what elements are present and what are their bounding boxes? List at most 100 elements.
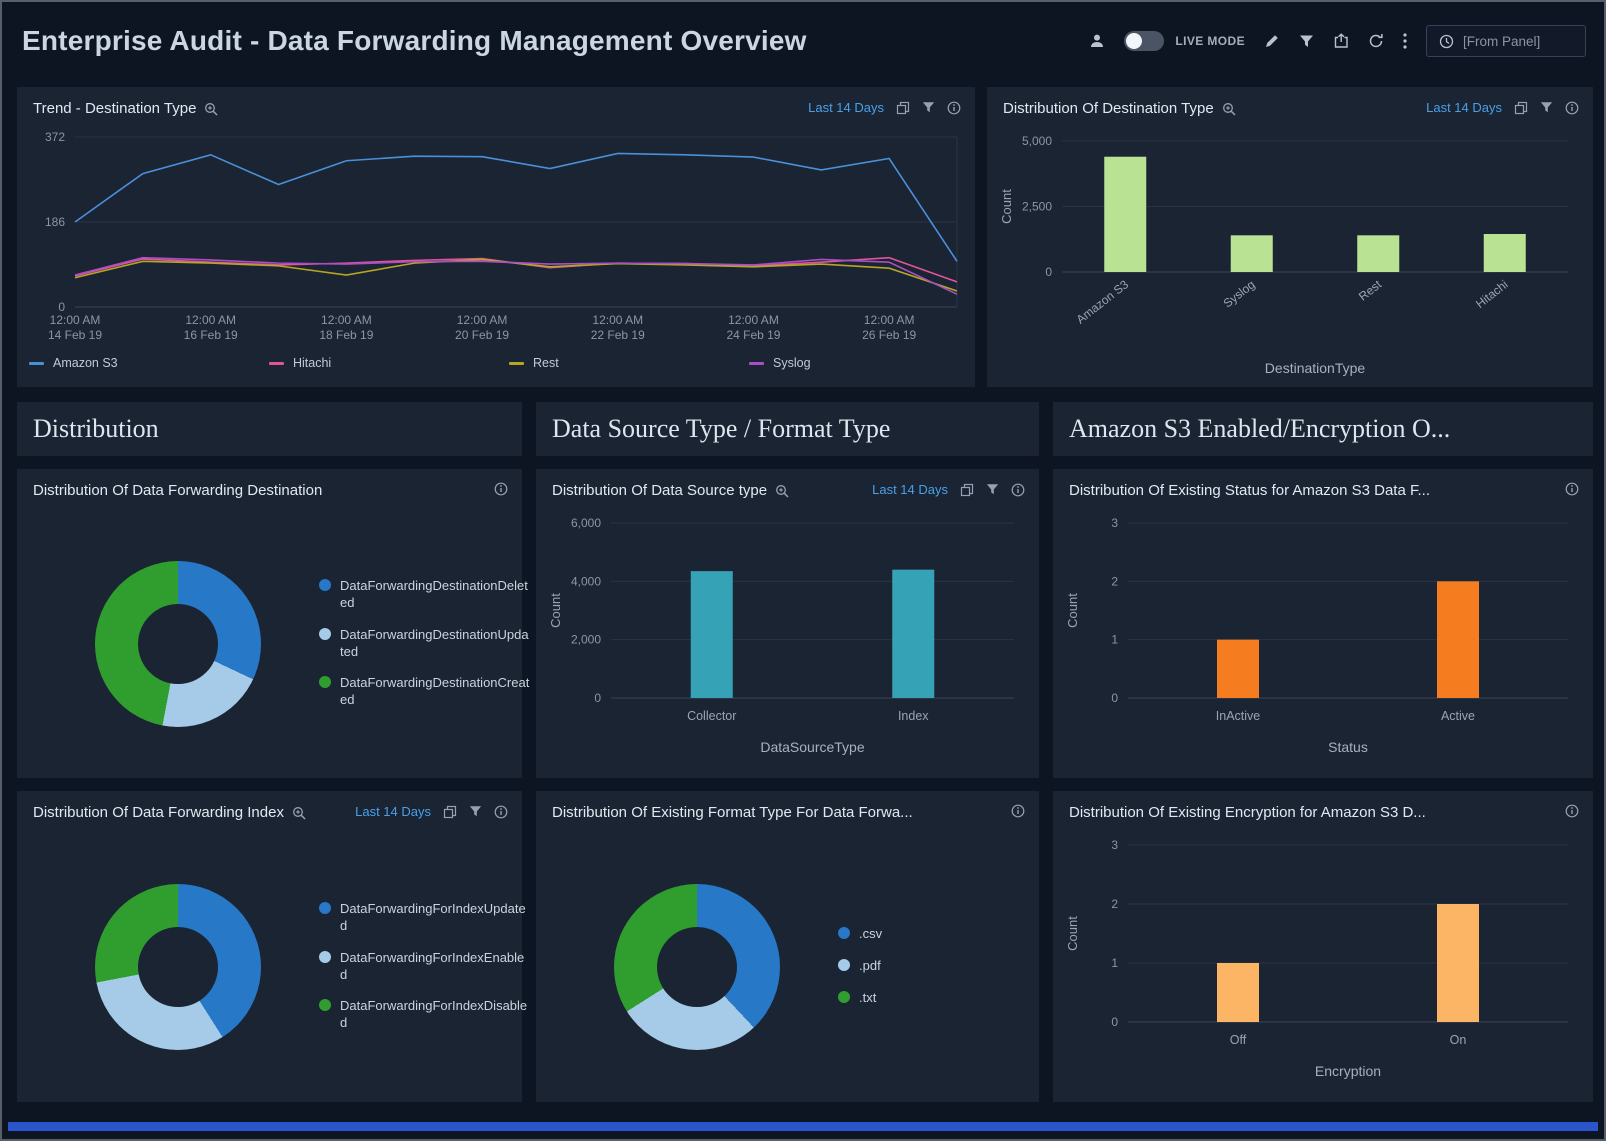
toggle-knob: [1126, 33, 1143, 49]
filter-icon[interactable]: [469, 805, 482, 818]
chart-legend: .csv .pdf .txt: [838, 926, 882, 1007]
section-title: Data Source Type / Format Type: [552, 414, 891, 443]
copy-icon[interactable]: [1514, 101, 1528, 115]
time-range-link[interactable]: Last 14 Days: [355, 804, 431, 819]
panel-header: Distribution Of Existing Format Type For…: [536, 791, 1039, 831]
info-icon[interactable]: [1011, 804, 1025, 818]
svg-text:372: 372: [45, 130, 65, 144]
legend-swatch: [319, 901, 331, 914]
panel-title: Distribution Of Data Forwarding Destinat…: [33, 482, 323, 499]
svg-text:Amazon S3: Amazon S3: [1074, 277, 1132, 326]
panel-header: Distribution Of Data Source type Last 14…: [536, 469, 1039, 509]
time-range-link[interactable]: Last 14 Days: [872, 482, 948, 497]
filter-icon[interactable]: [1540, 101, 1553, 114]
svg-text:DataSourceType: DataSourceType: [760, 739, 864, 755]
info-icon[interactable]: [1565, 482, 1579, 496]
info-icon[interactable]: [494, 805, 508, 819]
legend-item[interactable]: DataForwardingForIndexUpdated: [319, 901, 530, 935]
legend-swatch: [319, 999, 331, 1012]
refresh-icon[interactable]: [1368, 33, 1384, 49]
filter-icon[interactable]: [922, 101, 935, 114]
legend-label: .csv: [859, 926, 883, 942]
svg-text:0: 0: [58, 300, 65, 314]
svg-text:2,500: 2,500: [1022, 200, 1052, 214]
filter-icon[interactable]: [1299, 34, 1314, 49]
legend-item[interactable]: DataForwardingDestinationCreated: [319, 675, 530, 709]
svg-text:3: 3: [1111, 838, 1118, 852]
legend-item[interactable]: Syslog: [749, 355, 963, 371]
zoom-icon[interactable]: [292, 806, 306, 820]
svg-text:Count: Count: [999, 189, 1014, 224]
bottom-scroll-strip[interactable]: [8, 1122, 1598, 1131]
panel-header: Distribution Of Existing Status for Amaz…: [1053, 469, 1593, 509]
zoom-icon[interactable]: [775, 484, 789, 498]
legend-item[interactable]: DataForwardingForIndexEnabled: [319, 950, 530, 984]
svg-text:0: 0: [1111, 691, 1118, 705]
chart-canvas: 0 186 372 12:00 AM 14 Feb 19 12:00 AM 16 Feb 1…: [45, 130, 958, 342]
donut-chart: [614, 883, 780, 1050]
svg-text:On: On: [1450, 1033, 1467, 1047]
legend-item[interactable]: .csv: [838, 926, 882, 943]
edit-icon[interactable]: [1264, 33, 1280, 49]
zoom-icon[interactable]: [204, 102, 218, 116]
panel-existing-encryption: Distribution Of Existing Encryption for …: [1053, 791, 1593, 1102]
live-mode-toggle[interactable]: [1124, 31, 1165, 51]
legend-label: .txt: [859, 989, 877, 1005]
info-icon[interactable]: [494, 482, 508, 496]
time-range-selector[interactable]: [From Panel]: [1426, 25, 1586, 57]
svg-text:186: 186: [45, 215, 65, 229]
legend-item[interactable]: .pdf: [838, 958, 882, 975]
legend-item[interactable]: Rest: [509, 355, 723, 371]
chart-canvas: 0 2,000 4,000 6,000 Collector Index Count DataS…: [548, 516, 1014, 755]
section-title: Distribution: [33, 414, 159, 443]
kebab-menu-icon[interactable]: [1403, 33, 1407, 49]
legend-item[interactable]: DataForwardingForIndexDisabled: [319, 998, 530, 1032]
filter-icon[interactable]: [986, 483, 999, 496]
clock-icon: [1439, 34, 1454, 49]
panel-header: Distribution Of Destination Type Last 14…: [987, 87, 1593, 127]
copy-icon[interactable]: [443, 805, 457, 819]
legend-swatch: [269, 361, 284, 365]
info-icon[interactable]: [1565, 101, 1579, 115]
svg-text:Active: Active: [1441, 709, 1475, 723]
svg-text:Hitachi: Hitachi: [1473, 277, 1511, 311]
legend-swatch: [838, 959, 850, 972]
share-icon[interactable]: [1333, 33, 1349, 49]
svg-text:Rest: Rest: [1356, 277, 1385, 304]
legend-item[interactable]: Hitachi: [269, 355, 483, 371]
legend-swatch: [319, 627, 331, 640]
donut-hole: [138, 603, 218, 684]
svg-text:5,000: 5,000: [1022, 134, 1052, 148]
info-icon[interactable]: [1565, 804, 1579, 818]
legend-label: .pdf: [859, 958, 881, 974]
time-range-link[interactable]: Last 14 Days: [808, 100, 884, 115]
legend-swatch: [29, 361, 44, 365]
copy-icon[interactable]: [960, 483, 974, 497]
zoom-icon[interactable]: [1222, 102, 1236, 116]
time-range-link[interactable]: Last 14 Days: [1426, 100, 1502, 115]
svg-text:2: 2: [1111, 897, 1118, 911]
live-mode-label: LIVE MODE: [1175, 34, 1245, 48]
svg-text:1: 1: [1111, 956, 1118, 970]
legend-item[interactable]: DataForwardingDestinationDeleted: [319, 578, 530, 612]
panel-title: Distribution Of Existing Format Type For…: [552, 804, 913, 821]
section-header-distribution: Distribution: [17, 402, 522, 456]
time-range-value: [From Panel]: [1463, 33, 1541, 49]
legend-label: Hitachi: [293, 356, 332, 370]
destination-type-bar-chart: 0 2,500 5,000 Amazon S3 Syslog Rest Hitachi Cou…: [987, 127, 1593, 387]
legend-item[interactable]: .txt: [838, 990, 882, 1007]
legend-item[interactable]: Amazon S3: [29, 355, 243, 371]
info-icon[interactable]: [1011, 483, 1025, 497]
legend-label: DataForwardingForIndexEnabled: [340, 949, 525, 982]
panel-header: Distribution Of Data Forwarding Destinat…: [17, 469, 522, 509]
legend-swatch: [509, 361, 524, 365]
copy-icon[interactable]: [896, 101, 910, 115]
donut-chart-area: .csv .pdf .txt: [536, 831, 1039, 1102]
legend-item[interactable]: DataForwardingDestinationUpdated: [319, 627, 530, 661]
legend-swatch: [319, 578, 331, 591]
info-icon[interactable]: [947, 101, 961, 115]
